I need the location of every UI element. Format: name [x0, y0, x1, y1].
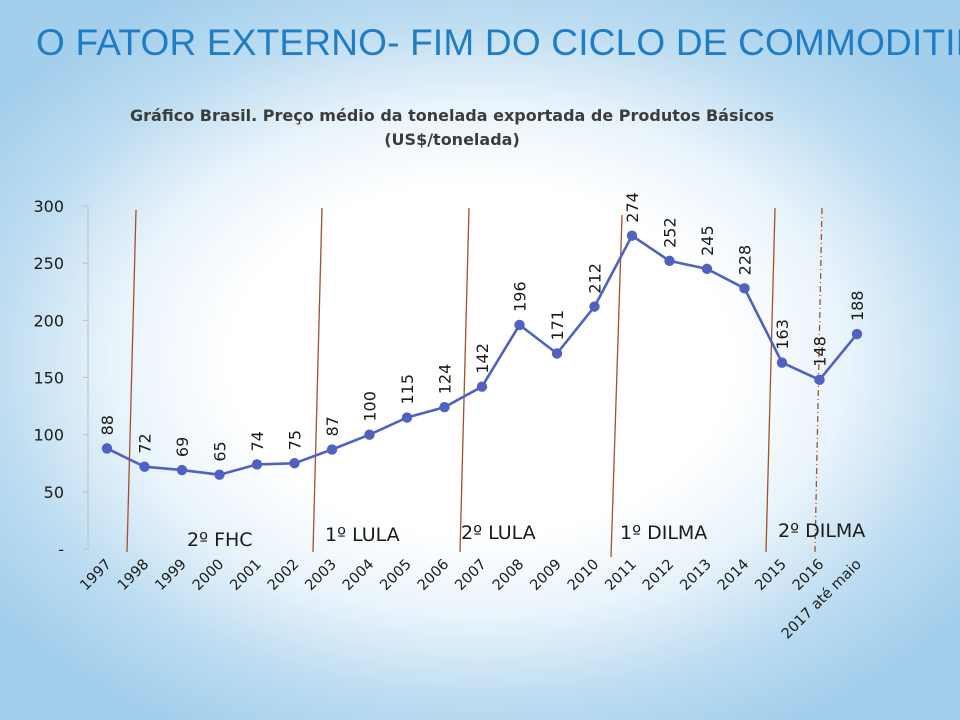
x-axis-tick-labels: 1997 1998 1999 2000 2001 2002 2003 2004 2005 2006… — [77, 556, 864, 642]
period-label: 2º LULA — [461, 522, 536, 544]
period-label: 2º DILMA — [778, 520, 865, 542]
x-tick-label: 2008 — [490, 557, 527, 594]
data-point — [364, 429, 375, 440]
data-label: 163 — [773, 319, 792, 350]
data-point — [701, 263, 713, 275]
data-label: 274 — [623, 192, 642, 223]
data-label: 148 — [811, 336, 830, 367]
data-point — [851, 328, 863, 340]
y-axis: - 50 100 150 200 250 300 — [33, 197, 89, 559]
data-point — [214, 469, 225, 480]
data-point — [289, 458, 300, 469]
x-tick-label: 2000 — [190, 557, 227, 594]
x-tick-label: 2001 — [227, 557, 264, 594]
data-point — [176, 464, 188, 476]
data-label: 212 — [586, 263, 605, 294]
y-tick-label: 250 — [33, 254, 64, 273]
y-tick-label: 200 — [33, 311, 64, 330]
data-point — [139, 461, 150, 472]
period-divider-line — [126, 209, 137, 553]
data-label: 245 — [698, 225, 717, 256]
x-tick-label: 2004 — [340, 557, 377, 594]
data-label: 69 — [173, 437, 192, 457]
period-divider-line — [765, 207, 776, 553]
data-label: 252 — [661, 217, 680, 248]
chart-subtitle: (US$/tonelada) — [384, 130, 520, 149]
data-labels: 88 72 69 65 74 75 87 100 115 124 142 196 171 212 274 25… — [98, 192, 867, 462]
data-label: 75 — [286, 430, 305, 450]
period-label: 1º LULA — [325, 524, 400, 546]
data-label: 65 — [211, 441, 230, 461]
x-tick-label: 2013 — [677, 557, 714, 594]
data-point — [776, 357, 788, 368]
data-point — [664, 255, 675, 267]
y-tick-label: 150 — [33, 369, 64, 388]
data-label: 115 — [398, 374, 417, 405]
x-tick-label: 1999 — [152, 557, 189, 594]
chart-title: Gráfico Brasil. Preço médio da tonelada … — [130, 106, 774, 125]
data-label: 188 — [848, 291, 867, 322]
period-dividers — [126, 207, 823, 558]
data-point — [326, 444, 338, 455]
x-tick-label: 2009 — [527, 557, 564, 594]
data-point — [101, 443, 113, 454]
x-tick-label: 2005 — [377, 557, 414, 594]
data-label: 100 — [361, 391, 380, 422]
data-point — [551, 348, 563, 359]
x-tick-label: 2002 — [265, 557, 302, 594]
x-tick-label: 1998 — [115, 557, 152, 594]
data-label: 88 — [98, 415, 117, 435]
data-point — [814, 374, 825, 385]
period-labels: 2º FHC 1º LULA 2º LULA 1º DILMA 2º DILMA — [187, 520, 865, 551]
data-point — [626, 230, 638, 241]
data-label: 124 — [436, 364, 455, 395]
data-point — [739, 283, 750, 294]
data-label: 142 — [473, 343, 492, 374]
x-tick-label: 2003 — [302, 557, 339, 594]
data-label: 74 — [248, 431, 267, 451]
chart-title-block: Gráfico Brasil. Preço médio da tonelada … — [0, 104, 904, 152]
x-tick-label: 1997 — [77, 557, 114, 594]
x-tick-label: 2010 — [565, 557, 602, 594]
x-tick-label: 2012 — [640, 557, 677, 594]
x-tick-label: 2011 — [602, 557, 639, 594]
data-label: 171 — [548, 310, 567, 341]
x-tick-label: 2015 — [752, 557, 789, 594]
y-tick-label: - — [58, 540, 64, 559]
period-label: 2º FHC — [187, 529, 253, 551]
slide-title: O FATOR EXTERNO- FIM DO CICLO DE COMMODI… — [36, 22, 960, 63]
data-point — [401, 412, 413, 423]
data-label: 196 — [511, 281, 530, 312]
period-divider-line — [459, 207, 470, 553]
x-tick-label: 2007 — [452, 557, 489, 594]
data-label: 228 — [736, 245, 755, 276]
x-tick-label: 2014 — [715, 557, 752, 594]
y-tick-label: 50 — [44, 483, 64, 502]
data-point — [439, 402, 450, 413]
data-label: 87 — [323, 416, 342, 436]
data-point — [514, 319, 525, 331]
y-tick-label: 100 — [33, 426, 64, 445]
data-point — [251, 459, 263, 470]
x-tick-label: 2006 — [415, 557, 452, 594]
data-point — [589, 301, 600, 312]
period-label: 1º DILMA — [620, 522, 707, 544]
period-divider-line — [610, 214, 623, 558]
data-point — [476, 381, 488, 392]
period-divider-line — [312, 207, 323, 553]
y-tick-label: 300 — [33, 197, 64, 216]
data-label: 72 — [136, 433, 155, 453]
series-line-group — [101, 230, 863, 480]
